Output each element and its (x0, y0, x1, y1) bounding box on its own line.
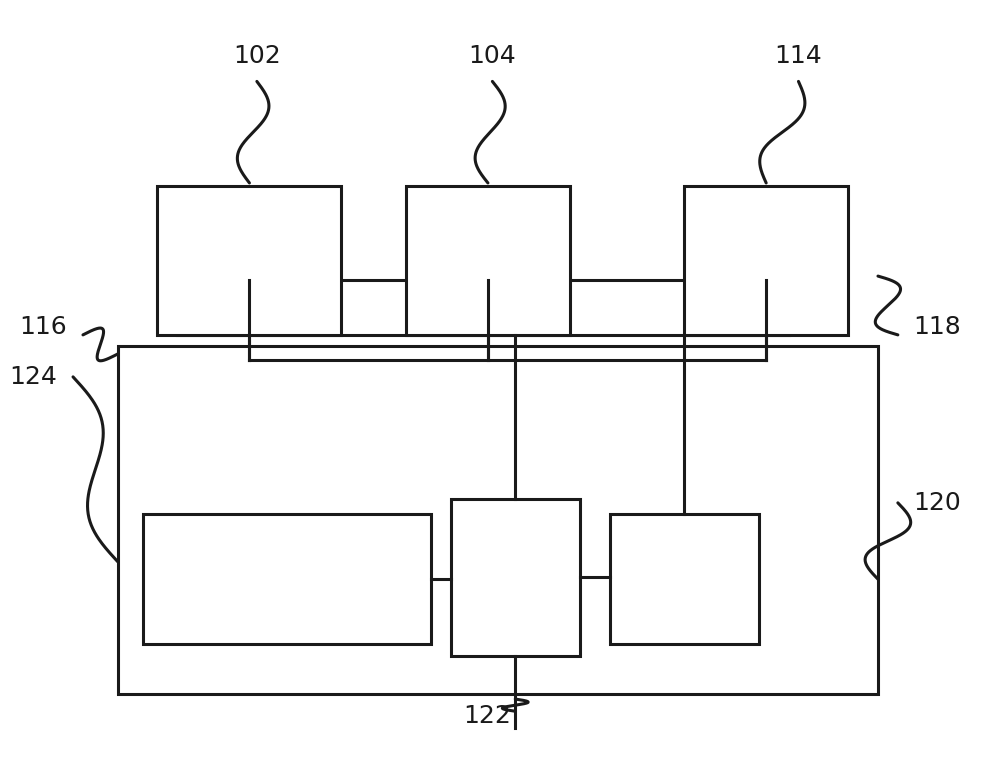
Bar (684, 186, 848, 335)
Text: 116: 116 (19, 315, 67, 339)
Text: 124: 124 (9, 365, 57, 389)
Text: 102: 102 (233, 44, 281, 68)
Bar (451, 499, 580, 655)
Text: 122: 122 (463, 704, 511, 728)
Text: 104: 104 (469, 44, 516, 68)
Text: 120: 120 (914, 491, 961, 514)
Text: 118: 118 (914, 315, 961, 339)
Bar (177, 280, 789, 335)
Bar (118, 346, 878, 694)
Bar (143, 514, 431, 644)
Bar (610, 514, 759, 644)
Bar (406, 186, 570, 335)
Text: 114: 114 (775, 44, 822, 68)
Bar (157, 186, 341, 335)
